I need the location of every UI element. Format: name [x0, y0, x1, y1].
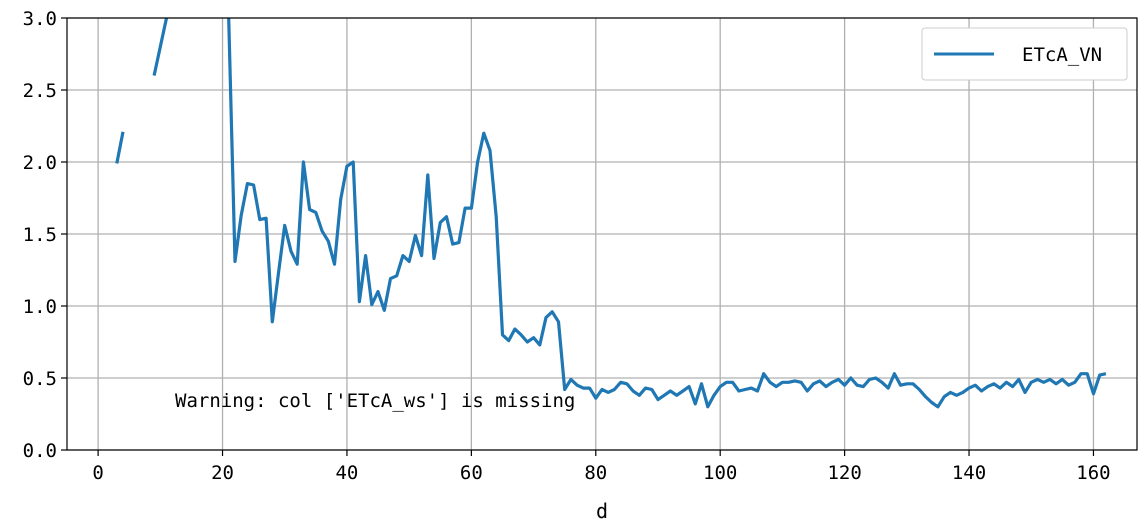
series-line	[115, 18, 1107, 409]
x-tick-label: 80	[584, 462, 607, 484]
x-tick-label: 120	[827, 462, 861, 484]
x-tick-label: 60	[460, 462, 483, 484]
x-tick-label: 160	[1076, 462, 1110, 484]
x-tick-label: 40	[335, 462, 358, 484]
x-tick-label: 0	[92, 462, 103, 484]
y-tick-label: 2.5	[23, 80, 57, 102]
y-tick-label: 1.0	[23, 296, 57, 318]
series-layer	[115, 18, 1107, 409]
y-axis: 0.0 0.5 1.0 1.5 2.0 2.5 3.0	[23, 8, 67, 462]
legend: ETcA_VN	[921, 27, 1128, 81]
x-tick-label: 20	[211, 462, 234, 484]
y-tick-label: 1.5	[23, 224, 57, 246]
x-axis: 0 20 40 60 80 100 120 140 160	[92, 450, 1111, 484]
legend-box	[921, 27, 1128, 81]
legend-label: ETcA_VN	[1022, 44, 1102, 66]
y-tick-label: 2.0	[23, 152, 57, 174]
x-axis-title: d	[596, 499, 608, 523]
y-tick-label: 0.5	[23, 368, 57, 390]
x-tick-label: 140	[952, 462, 986, 484]
x-tick-label: 100	[703, 462, 737, 484]
y-tick-label: 3.0	[23, 8, 57, 30]
y-tick-label: 0.0	[23, 440, 57, 462]
warning-annotation: Warning: col ['ETcA_ws'] is missing	[175, 390, 575, 412]
